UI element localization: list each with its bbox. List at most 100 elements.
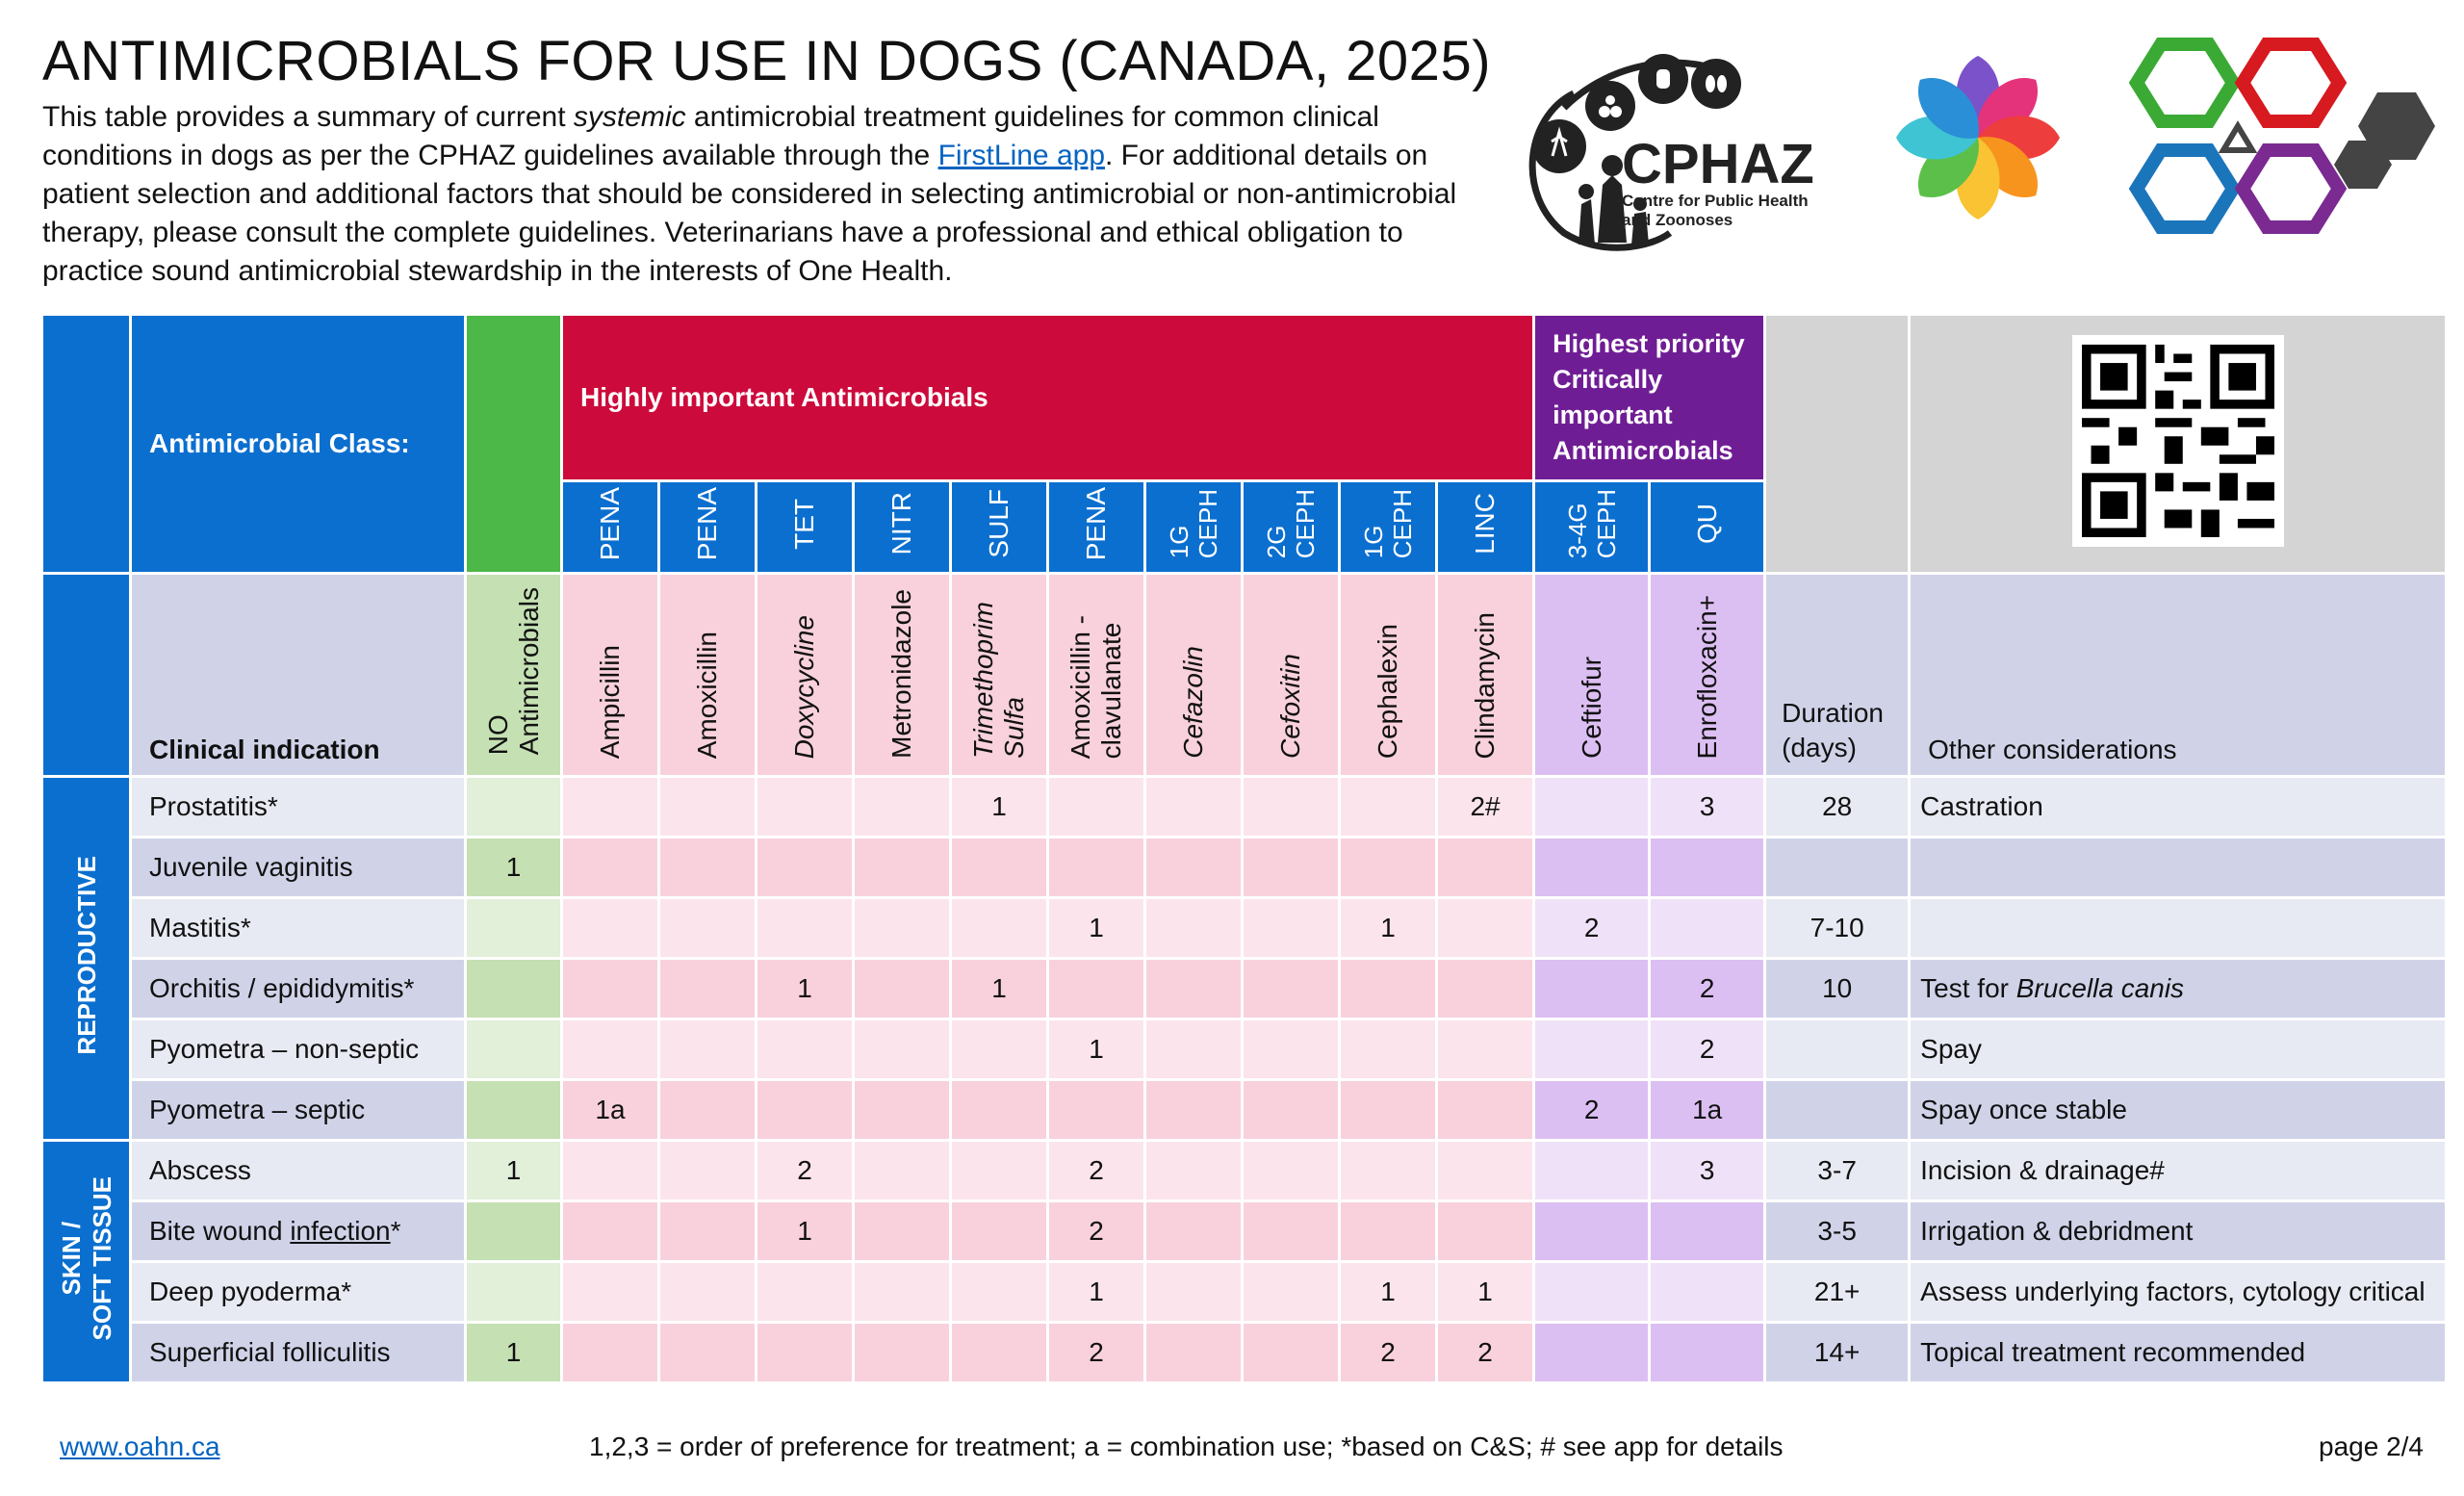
drug-name: Doxycycline [789,614,819,759]
drug-header-cell: Ampicillin [560,572,660,778]
treatment-cell [464,1260,563,1324]
treatment-cell [852,957,952,1020]
treatment-cell [852,836,952,899]
class-code-cell: PENA [1046,479,1146,575]
treatment-cell [1143,1018,1244,1081]
other-considerations-cell: Castration [1908,775,2449,838]
clinical-indication: Mastitis* [129,896,467,960]
treatment-cell [1046,957,1146,1020]
treatment-cell [1434,836,1536,899]
clinical-indication: Superficial folliculitis [129,1321,467,1384]
treatment-cell [1241,1139,1341,1202]
clinical-indication: Deep pyoderma* [129,1260,467,1324]
treatment-cell [1143,1260,1244,1324]
treatment-cell [1338,1199,1438,1263]
treatment-cell [1532,775,1652,838]
other-considerations-cell: Incision & drainage# [1908,1139,2449,1202]
treatment-cell: 1 [949,957,1049,1020]
intro-text-1: This table provides a summary of current [42,101,574,133]
drug-header-cell: Trimethoprim Sulfa [949,572,1049,778]
cphaz-wordmark: CPHAZ [1622,133,1814,195]
treatment-cell [560,1321,660,1384]
cphaz-subtitle-1: Centre for Public Health [1622,192,1809,210]
treatment-cell [1532,957,1652,1020]
class-code-cell: QU [1648,479,1767,575]
other-italic-text: Brucella canis [2015,973,2185,1003]
table-row: SKIN / SOFT TISSUE Abscess 1 2 2 3 3-7 Incision… [40,1139,2449,1384]
treatment-cell [1143,836,1244,899]
treatment-cell: 1 [464,836,563,899]
treatment-cell: 1 [1434,1260,1536,1324]
section-reproductive: REPRODUCTIVE [40,775,132,1142]
clinical-indication: Abscess [129,1139,467,1202]
class-code-cell: TET [755,479,855,575]
treatment-cell: 1 [755,957,855,1020]
oahn-letter-h: H [2193,241,2194,243]
treatment-cell [560,896,660,960]
treatment-cell: 1 [464,1321,563,1384]
indication-text: Deep pyoderma* [149,1277,352,1306]
intro-paragraph: This table provides a summary of current… [42,98,1486,291]
treatment-cell [1434,896,1536,960]
treatment-cell: 1 [755,1199,855,1263]
drug-name: Cephalexin [1373,623,1402,759]
treatment-cell [949,1078,1049,1142]
treatment-cell [657,1018,757,1081]
treatment-cell [1648,896,1767,960]
treatment-cell [1241,775,1341,838]
treatment-cell [1648,1260,1767,1324]
class-code-label: 2G CEPH [1262,488,1320,559]
duration-cell [1763,1018,1912,1081]
other-considerations-cell: Spay once stable [1908,1078,2449,1142]
treatment-cell [852,1199,952,1263]
table-row: Juvenile vaginitis 1 [42,836,2449,899]
treatment-cell [1532,1018,1652,1081]
treatment-cell [852,1321,952,1384]
treatment-cell [949,836,1049,899]
treatment-cell: 2 [1434,1321,1536,1384]
treatment-cell [1338,775,1438,838]
treatment-cell [657,1321,757,1384]
qr-code-icon[interactable] [2071,334,2284,547]
section-label: SKIN / SOFT TISSUE [56,1175,116,1341]
other-text: Test for [1920,973,2016,1003]
oahn-letter-a: A [2291,141,2292,143]
flower-logo [1877,37,2079,239]
class-code-cell: 1G CEPH [1338,479,1438,575]
drug-header-cell: Enrofloxacin+ [1648,572,1767,778]
treatment-cell: 2 [1046,1199,1146,1263]
treatment-cell: 1 [1046,1018,1146,1081]
class-code-label: PENA [1081,486,1111,561]
treatment-cell [1143,1139,1244,1202]
treatment-cell [1241,836,1341,899]
oahn-website-link[interactable]: www.oahn.ca [60,1432,220,1461]
treatment-cell [949,1260,1049,1324]
treatment-cell [755,1260,855,1324]
treatment-cell [657,836,757,899]
treatment-cell [1143,775,1244,838]
clinical-indication-label: Clinical indication [129,572,467,778]
other-considerations-cell: Test for Brucella canis [1908,957,2449,1020]
drug-header-cell: Cefazolin [1143,572,1244,778]
treatment-cell [657,1078,757,1142]
treatment-cell [560,1018,660,1081]
indication-suffix: * [390,1216,401,1246]
treatment-cell [1338,1139,1438,1202]
treatment-cell [1241,957,1341,1020]
treatment-cell [560,957,660,1020]
class-code-label: PENA [692,486,722,561]
treatment-cell [560,1199,660,1263]
treatment-cell [464,1199,563,1263]
other-text: Castration [1920,791,2043,821]
antimicrobial-class-label: Antimicrobial Class: [129,313,467,575]
other-text: Spay once stable [1920,1095,2127,1124]
treatment-cell: 1 [1338,1260,1438,1324]
treatment-cell: 1 [1338,896,1438,960]
drug-name: Metronidazole [886,589,916,759]
indication-text: Abscess [149,1155,251,1185]
qr-cell [1908,313,2449,575]
duration-cell: 14+ [1763,1321,1912,1384]
table-row: REPRODUCTIVE Prostatitis* 1 2# 3 28 Castration [40,775,2449,1142]
firstline-app-link[interactable]: FirstLine app [937,140,1106,171]
treatment-cell [1143,1078,1244,1142]
